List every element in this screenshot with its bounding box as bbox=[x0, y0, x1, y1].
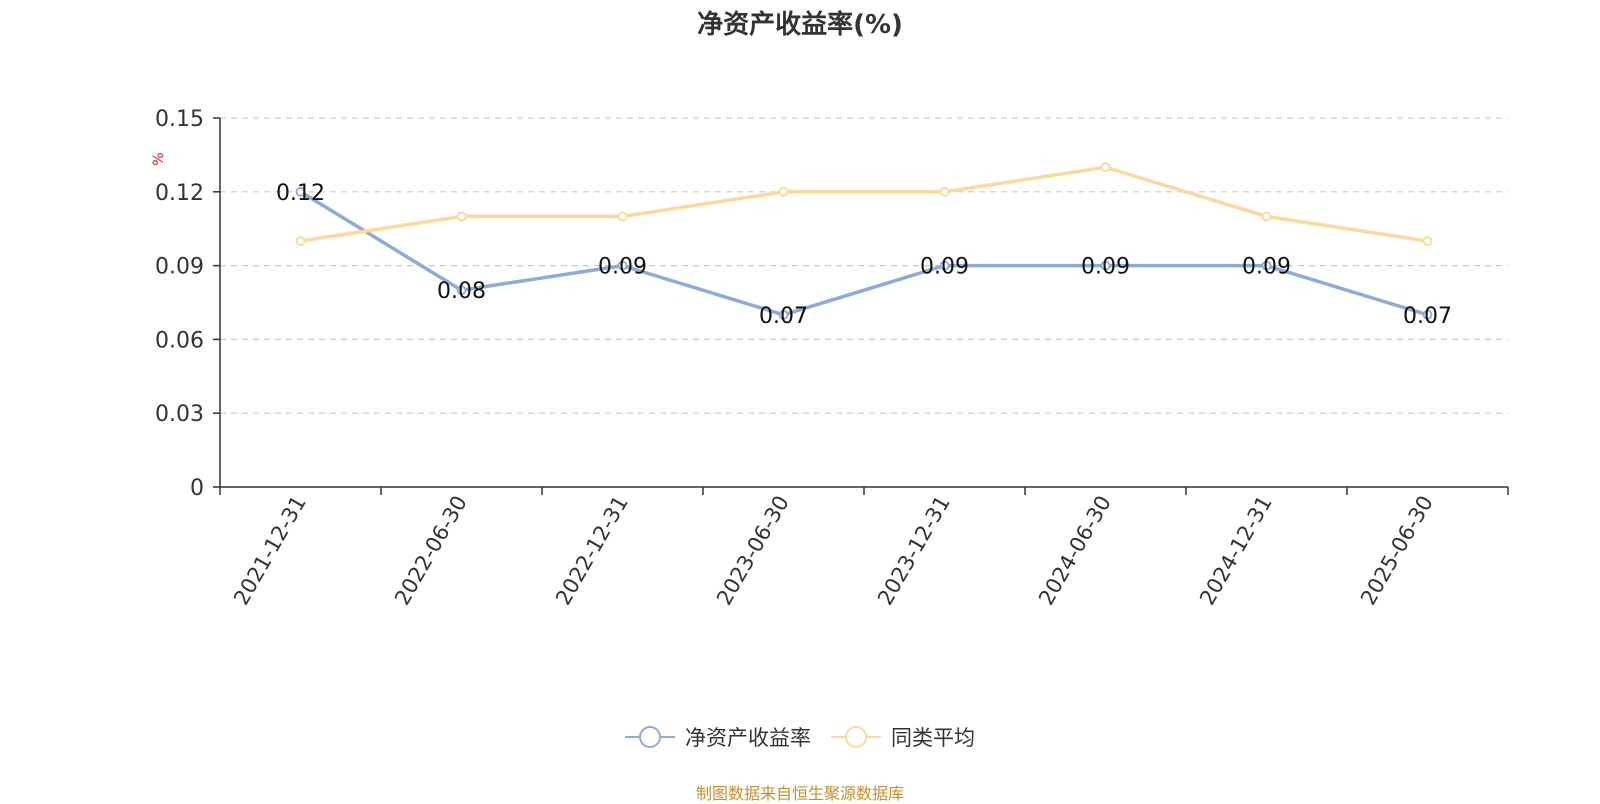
legend: 净资产收益率 同类平均 bbox=[0, 722, 1600, 752]
data-label: 0.09 bbox=[1081, 255, 1130, 280]
data-label: 0.09 bbox=[598, 255, 647, 280]
legend-roe-label: 净资产收益率 bbox=[685, 726, 811, 750]
x-tick-label: 2024-12-31 bbox=[1195, 492, 1277, 610]
source-note: 制图数据来自恒生聚源数据库 bbox=[695, 784, 904, 803]
legend-roe-icon bbox=[625, 726, 675, 748]
data-label: 0.07 bbox=[1403, 304, 1452, 329]
y-axis-label: % bbox=[151, 152, 167, 165]
grid-lines bbox=[220, 117, 1508, 414]
data-point bbox=[778, 186, 789, 197]
legend-item-peer-average[interactable]: 同类平均 bbox=[831, 722, 975, 752]
data-label: 0.07 bbox=[759, 304, 808, 329]
y-tick-label: 0.03 bbox=[155, 402, 204, 427]
chart-title: 净资产收益率(%) bbox=[697, 10, 903, 40]
series-line bbox=[300, 165, 1428, 243]
data-point bbox=[617, 260, 628, 271]
y-tick-label: 0.15 bbox=[155, 107, 204, 132]
axes: 0 0.03 0.06 0.09 0.12 0.15% 2021-12-31 2022-06-… bbox=[151, 107, 1509, 610]
data-point bbox=[1422, 236, 1433, 246]
data-point bbox=[1261, 211, 1272, 222]
y-tick-label: 0 bbox=[190, 476, 204, 501]
data-point bbox=[617, 211, 628, 222]
data-point bbox=[1100, 162, 1111, 173]
data-label: 0.08 bbox=[437, 279, 486, 304]
x-tick-label: 2023-12-31 bbox=[873, 492, 955, 610]
data-label: 0.12 bbox=[276, 181, 325, 206]
data-point bbox=[456, 211, 467, 222]
x-tick-label: 2022-06-30 bbox=[390, 492, 472, 610]
y-tick-label: 0.06 bbox=[155, 328, 204, 353]
data-point bbox=[1100, 260, 1111, 271]
data-point bbox=[1422, 309, 1433, 320]
series-line bbox=[299, 190, 1429, 317]
data-point bbox=[1261, 260, 1272, 271]
x-tick-label: 2024-06-30 bbox=[1034, 492, 1116, 610]
data-labels: 0.12 0.08 0.09 0.07 0.09 0.09 0.09 0.07 bbox=[276, 181, 1452, 329]
legend-peer-average-label: 同类平均 bbox=[891, 726, 975, 750]
data-point bbox=[939, 260, 950, 271]
data-point bbox=[295, 186, 306, 197]
series-lines bbox=[295, 162, 1433, 320]
x-tick-label: 2023-06-30 bbox=[712, 492, 794, 610]
data-label: 0.09 bbox=[1242, 255, 1291, 280]
data-label: 0.09 bbox=[920, 255, 969, 280]
x-tick-label: 2025-06-30 bbox=[1356, 492, 1438, 610]
legend-peer-average-icon bbox=[831, 726, 881, 748]
data-point bbox=[295, 236, 306, 246]
data-point bbox=[778, 309, 789, 320]
x-tick-label: 2021-12-31 bbox=[229, 492, 311, 610]
y-tick-label: 0.12 bbox=[155, 181, 204, 206]
x-tick-label: 2022-12-31 bbox=[551, 492, 633, 610]
data-point bbox=[456, 285, 467, 296]
y-tick-label: 0.09 bbox=[155, 255, 204, 280]
legend-item-roe[interactable]: 净资产收益率 bbox=[625, 722, 811, 752]
data-point bbox=[939, 186, 950, 197]
